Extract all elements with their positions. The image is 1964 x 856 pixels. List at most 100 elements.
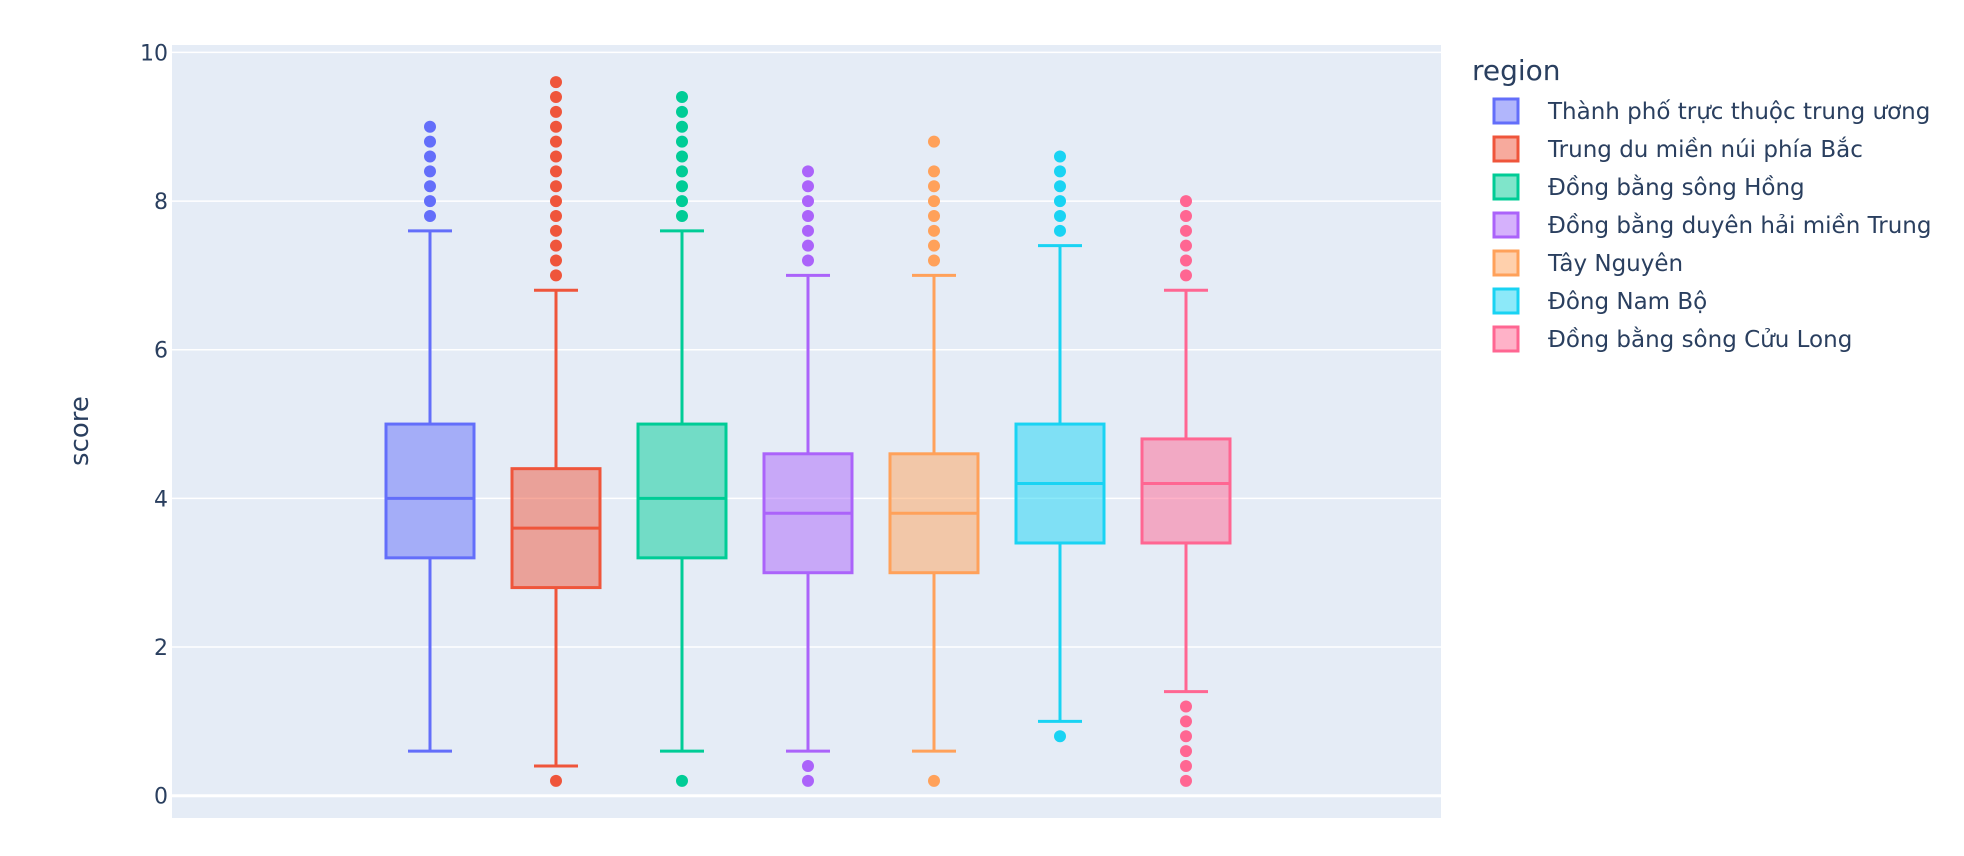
outlier-point <box>1054 730 1066 743</box>
iqr-box <box>636 422 728 560</box>
outlier-point <box>550 165 562 178</box>
outlier-point <box>1180 700 1192 713</box>
outlier-point <box>676 105 688 118</box>
y-tick-label: 8 <box>154 190 168 215</box>
legend-swatch <box>1492 287 1520 315</box>
outlier-point <box>676 165 688 178</box>
outlier-point <box>1180 745 1192 758</box>
outlier-point <box>1180 239 1192 252</box>
legend-item: Tây Nguyên <box>1492 249 1683 277</box>
outlier-point <box>802 759 814 772</box>
legend-item: Đông Nam Bộ <box>1492 287 1707 315</box>
legend-item: Đồng bằng sông Cửu Long <box>1492 325 1852 353</box>
outlier-point <box>424 180 436 193</box>
y-tick-label: 2 <box>154 636 168 661</box>
y-tick-label: 6 <box>154 339 168 364</box>
outlier-point <box>550 76 562 89</box>
outlier-point <box>802 239 814 252</box>
outlier-point <box>1180 224 1192 237</box>
outlier-point <box>928 165 940 178</box>
outlier-point <box>928 209 940 222</box>
outlier-point <box>928 180 940 193</box>
box-series <box>762 165 854 787</box>
outlier-point <box>802 774 814 787</box>
legend-label: Đồng bằng sông Hồng <box>1548 174 1805 201</box>
outlier-point <box>1180 195 1192 208</box>
y-axis-title: score <box>65 396 95 466</box>
outlier-point <box>550 105 562 118</box>
legend-swatch <box>1492 173 1520 201</box>
box-series <box>384 120 476 753</box>
outlier-point <box>676 150 688 163</box>
iqr-box <box>384 422 476 560</box>
legend-label: Đông Nam Bộ <box>1548 289 1707 315</box>
outlier-point <box>802 224 814 237</box>
outlier-point <box>550 774 562 787</box>
outlier-point <box>1054 150 1066 163</box>
legend-item: Đồng bằng duyên hải miền Trung <box>1492 211 1931 239</box>
box-series <box>888 135 980 787</box>
outlier-point <box>1054 195 1066 208</box>
iqr-box <box>1140 437 1232 545</box>
legend-swatch <box>1492 97 1520 125</box>
outlier-point <box>550 135 562 148</box>
outlier-point <box>802 209 814 222</box>
box-series <box>1014 150 1106 743</box>
outlier-point <box>802 180 814 193</box>
outlier-point <box>1054 180 1066 193</box>
outlier-point <box>550 120 562 133</box>
outlier-point <box>424 135 436 148</box>
legend-label: Trung du miền núi phía Bắc <box>1547 136 1863 163</box>
outlier-point <box>550 239 562 252</box>
outlier-point <box>676 180 688 193</box>
y-tick-labels: 0 2 4 6 8 10 <box>140 41 168 809</box>
legend-swatch <box>1492 325 1520 353</box>
outlier-point <box>1054 165 1066 178</box>
outlier-point <box>676 774 688 787</box>
outlier-point <box>928 224 940 237</box>
legend: Thành phố trực thuộc trung ương Trung du … <box>1492 97 1931 353</box>
outlier-point <box>1180 730 1192 743</box>
outlier-point <box>550 91 562 104</box>
legend-label: Thành phố trực thuộc trung ương <box>1547 99 1930 125</box>
box-series <box>510 76 602 787</box>
outlier-point <box>1180 759 1192 772</box>
outlier-point <box>802 195 814 208</box>
legend-swatch <box>1492 211 1520 239</box>
outlier-point <box>550 180 562 193</box>
outlier-point <box>1054 224 1066 237</box>
outlier-point <box>424 195 436 208</box>
outlier-point <box>676 195 688 208</box>
y-tick-label: 4 <box>154 487 168 512</box>
outlier-point <box>424 150 436 163</box>
y-tick-label: 0 <box>154 785 168 810</box>
legend-title: region <box>1472 54 1561 87</box>
outlier-point <box>928 774 940 787</box>
box-series <box>636 91 728 787</box>
outlier-point <box>676 120 688 133</box>
legend-item: Đồng bằng sông Hồng <box>1492 173 1805 201</box>
y-tick-label: 10 <box>140 41 168 66</box>
outlier-point <box>676 209 688 222</box>
outlier-point <box>550 150 562 163</box>
outlier-point <box>802 165 814 178</box>
outlier-point <box>676 91 688 104</box>
outlier-point <box>550 209 562 222</box>
outlier-point <box>928 135 940 148</box>
outlier-point <box>802 254 814 267</box>
legend-label: Đồng bằng sông Cửu Long <box>1548 326 1852 353</box>
outlier-point <box>550 224 562 237</box>
outlier-point <box>424 120 436 133</box>
outlier-point <box>550 195 562 208</box>
outlier-point <box>1180 774 1192 787</box>
legend-label: Tây Nguyên <box>1547 251 1683 277</box>
outlier-point <box>1054 209 1066 222</box>
legend-item: Trung du miền núi phía Bắc <box>1492 135 1863 163</box>
legend-swatch <box>1492 135 1520 163</box>
outlier-point <box>928 254 940 267</box>
legend-item: Thành phố trực thuộc trung ương <box>1492 97 1930 125</box>
outlier-point <box>1180 209 1192 222</box>
outlier-point <box>928 239 940 252</box>
outlier-point <box>676 135 688 148</box>
legend-label: Đồng bằng duyên hải miền Trung <box>1548 212 1931 239</box>
